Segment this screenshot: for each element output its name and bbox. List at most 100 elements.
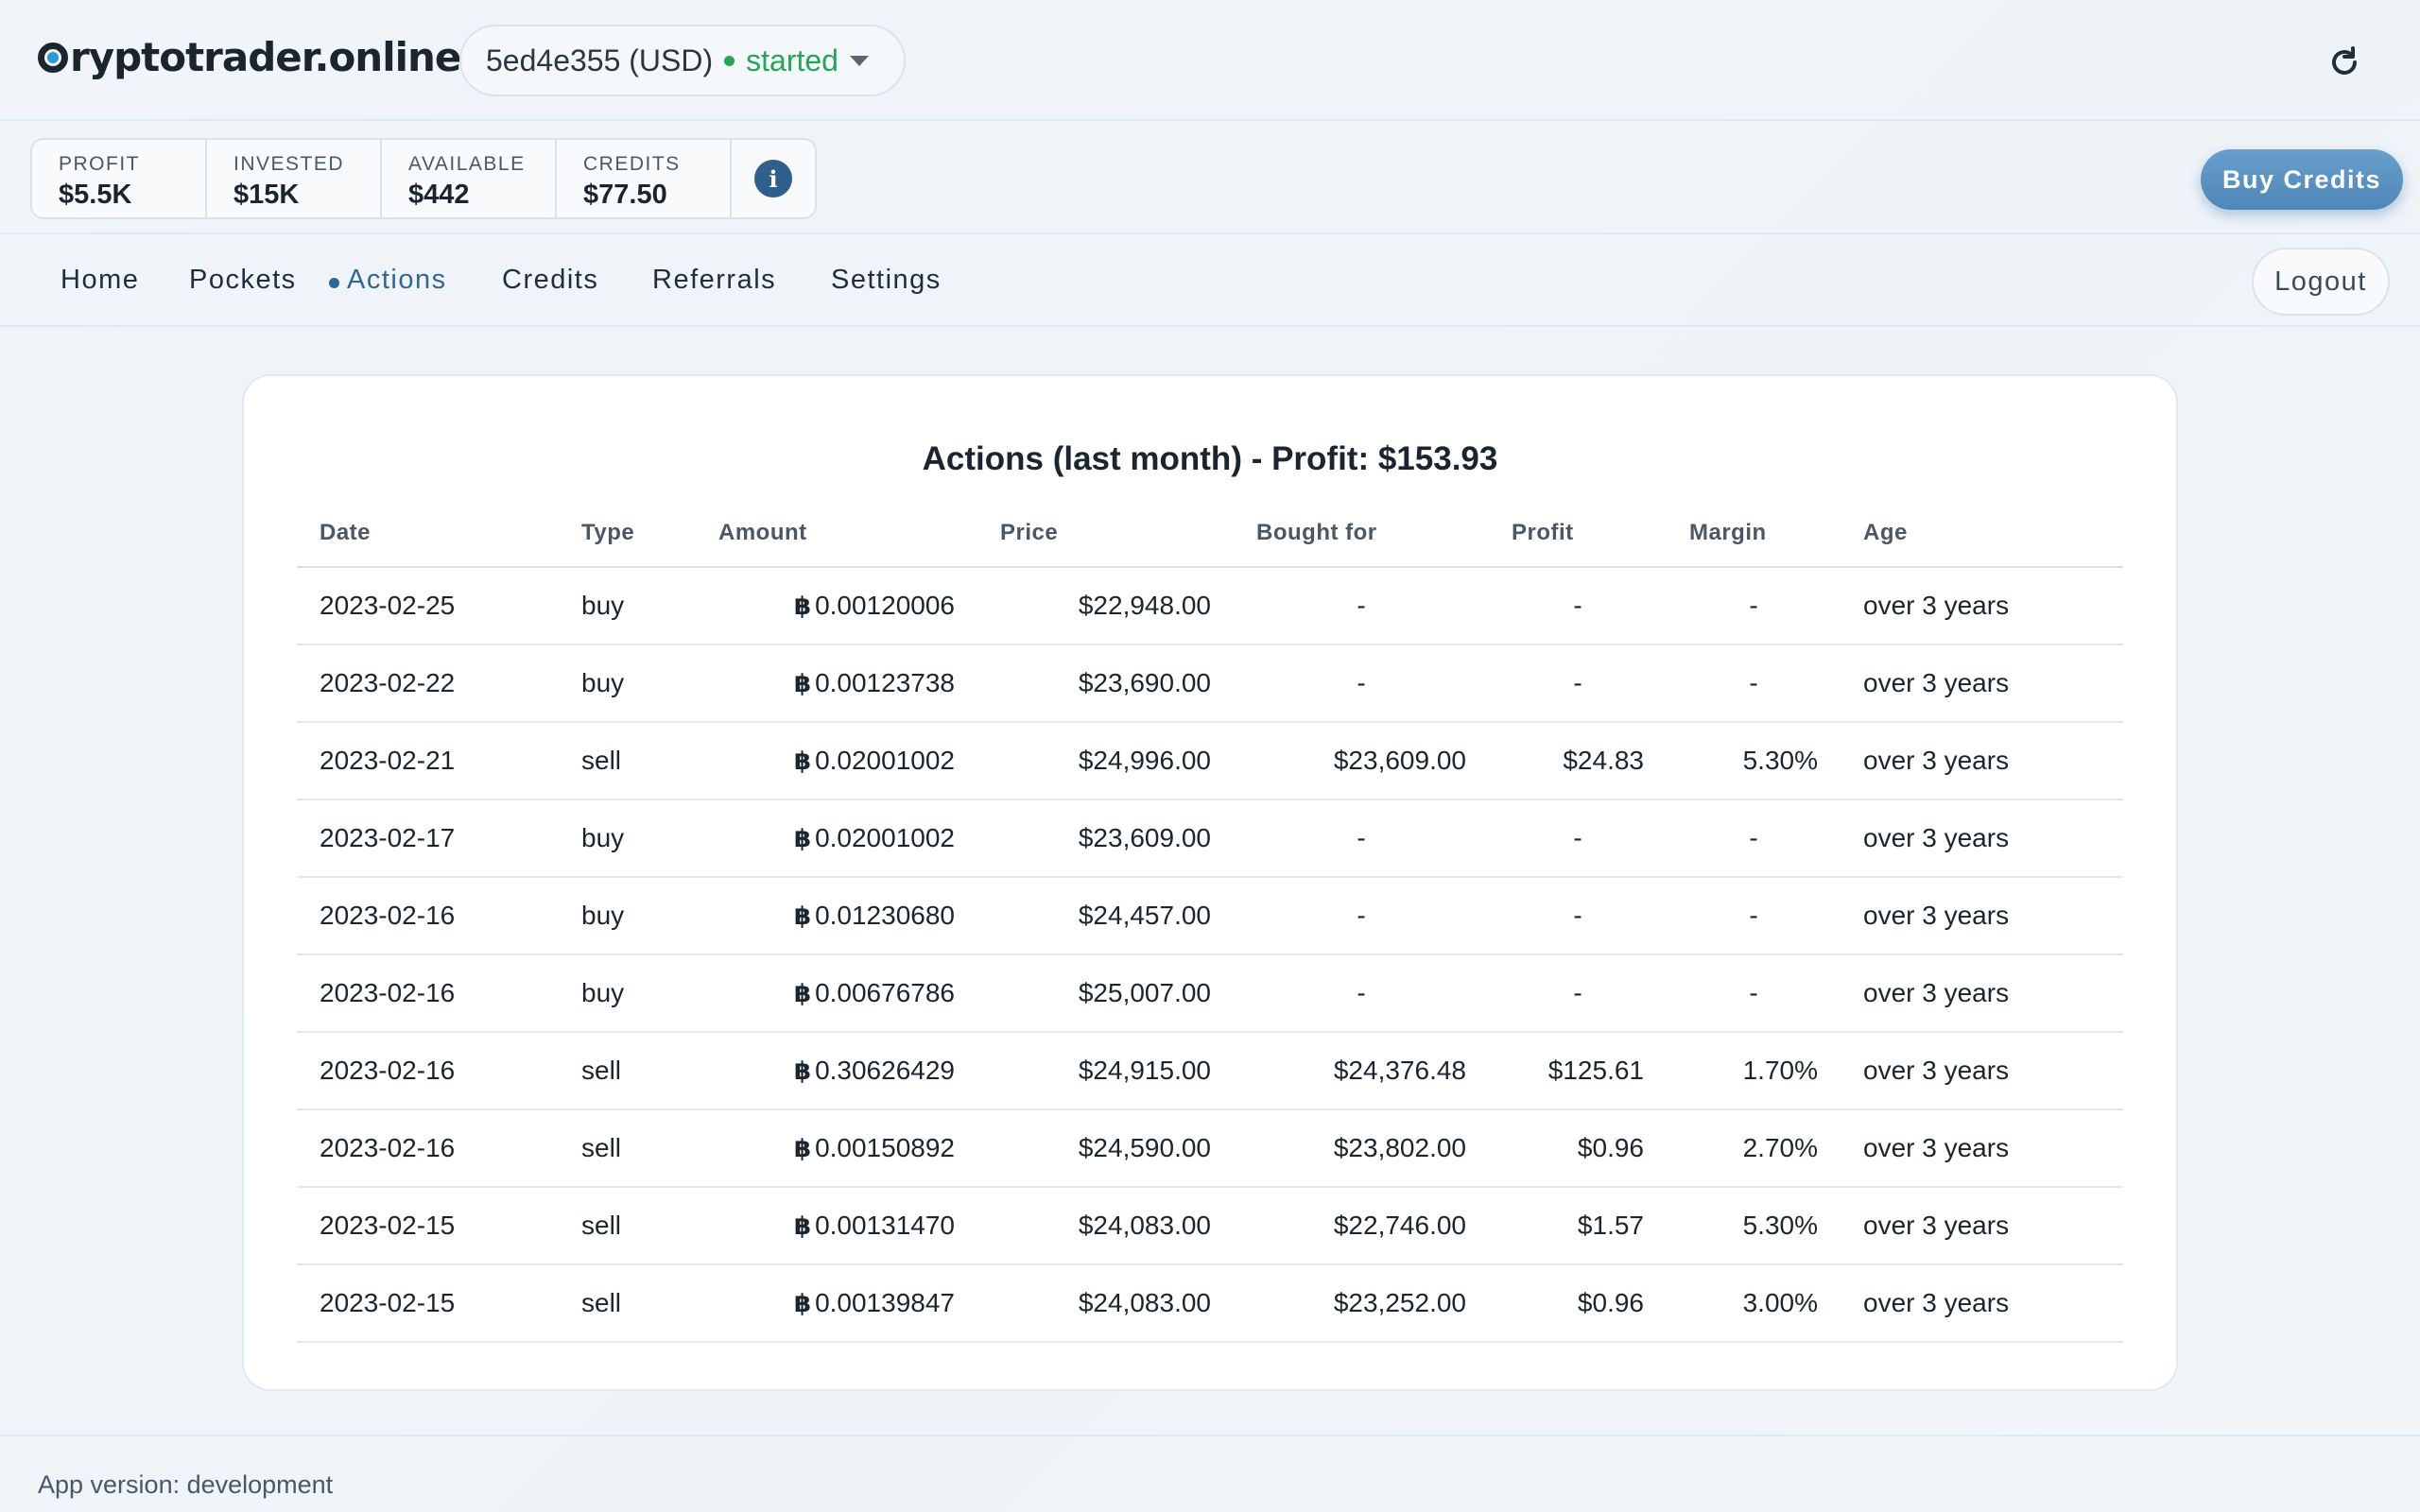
amount-value: 0.00123738 bbox=[815, 668, 955, 697]
cell-margin: 1.70% bbox=[1667, 1032, 1841, 1110]
cell-age: over 3 years bbox=[1841, 954, 2123, 1033]
nav-item-actions[interactable]: Actions bbox=[347, 265, 447, 295]
cell-type: sell bbox=[559, 1032, 696, 1110]
buy-credits-button[interactable]: Buy Credits bbox=[2201, 149, 2403, 210]
bitcoin-icon: ฿ bbox=[793, 1135, 812, 1163]
amount-value: 0.00139847 bbox=[815, 1288, 955, 1317]
nav-item-credits[interactable]: Credits bbox=[502, 265, 599, 295]
pocket-selector[interactable]: 5ed4e355 (USD) started bbox=[459, 25, 906, 96]
column-header-amount[interactable]: Amount bbox=[696, 499, 977, 568]
cell-price: $24,590.00 bbox=[977, 1109, 1234, 1188]
pocket-status: started bbox=[746, 43, 838, 77]
cell-price: $24,915.00 bbox=[977, 1032, 1234, 1110]
column-header-margin[interactable]: Margin bbox=[1667, 499, 1841, 568]
bitcoin-icon: ฿ bbox=[793, 670, 812, 698]
bitcoin-icon: ฿ bbox=[793, 902, 812, 931]
table-row: 2023-02-16 sell ฿ 0.00150892 $24,590.00 $23,8… bbox=[297, 1109, 2123, 1188]
cell-margin: 2.70% bbox=[1667, 1109, 1841, 1188]
column-header-bought-for[interactable]: Bought for bbox=[1234, 499, 1489, 568]
cell-type: sell bbox=[559, 1264, 696, 1343]
cell-amount: ฿ 0.02001002 bbox=[696, 799, 977, 878]
nav-item-referrals[interactable]: Referrals bbox=[652, 265, 777, 295]
cell-amount: ฿ 0.00676786 bbox=[696, 954, 977, 1033]
cell-price: $24,996.00 bbox=[977, 722, 1234, 800]
cell-date: 2023-02-16 bbox=[297, 877, 559, 955]
column-header-date[interactable]: Date bbox=[297, 499, 559, 568]
actions-title: Actions (last month) - Profit: $153.93 bbox=[922, 440, 1498, 477]
bitcoin-icon: ฿ bbox=[793, 747, 812, 776]
amount-value: 0.01230680 bbox=[815, 901, 955, 930]
cell-type: buy bbox=[559, 799, 696, 878]
cell-bought-for: - bbox=[1234, 799, 1489, 878]
cell-amount: ฿ 0.00123738 bbox=[696, 644, 977, 723]
cell-bought-for: $23,252.00 bbox=[1234, 1264, 1489, 1343]
stat-available: AVAILABLE $442 bbox=[382, 140, 557, 217]
cell-amount: ฿ 0.00150892 bbox=[696, 1109, 977, 1188]
info-button[interactable]: i bbox=[732, 140, 815, 217]
cell-amount: ฿ 0.01230680 bbox=[696, 877, 977, 955]
nav-item-pockets[interactable]: Pockets bbox=[189, 265, 297, 295]
stat-label: PROFIT bbox=[59, 153, 140, 175]
cell-profit: - bbox=[1489, 954, 1667, 1033]
actions-card: Actions (last month) - Profit: $153.93 D… bbox=[242, 374, 2178, 1391]
cell-margin: - bbox=[1667, 877, 1841, 955]
cell-bought-for: $23,609.00 bbox=[1234, 722, 1489, 800]
cell-margin: - bbox=[1667, 567, 1841, 645]
cell-age: over 3 years bbox=[1841, 567, 2123, 645]
stat-label: INVESTED bbox=[233, 153, 345, 175]
cell-margin: 5.30% bbox=[1667, 722, 1841, 800]
table-row: 2023-02-15 sell ฿ 0.00139847 $24,083.00 $23,2… bbox=[297, 1264, 2123, 1343]
cell-price: $24,457.00 bbox=[977, 877, 1234, 955]
nav-item-settings[interactable]: Settings bbox=[831, 265, 942, 295]
bitcoin-icon: ฿ bbox=[793, 980, 812, 1008]
app-logo[interactable]: ryptotrader.online bbox=[38, 34, 461, 80]
bitcoin-icon: ฿ bbox=[793, 1290, 812, 1318]
cell-date: 2023-02-21 bbox=[297, 722, 559, 800]
table-row: 2023-02-21 sell ฿ 0.02001002 $24,996.00 $23,6… bbox=[297, 722, 2123, 800]
cell-bought-for: $24,376.48 bbox=[1234, 1032, 1489, 1110]
column-header-profit[interactable]: Profit bbox=[1489, 499, 1667, 568]
stat-value: $5.5K bbox=[59, 180, 132, 210]
logout-button[interactable]: Logout bbox=[2252, 248, 2390, 316]
cell-profit: - bbox=[1489, 567, 1667, 645]
cell-age: over 3 years bbox=[1841, 799, 2123, 878]
cell-bought-for: $22,746.00 bbox=[1234, 1187, 1489, 1265]
amount-value: 0.00676786 bbox=[815, 978, 955, 1007]
stat-label: AVAILABLE bbox=[408, 153, 526, 175]
nav-item-home[interactable]: Home bbox=[60, 265, 140, 295]
cell-age: over 3 years bbox=[1841, 644, 2123, 723]
stat-value: $77.50 bbox=[583, 180, 667, 210]
column-header-type[interactable]: Type bbox=[559, 499, 696, 568]
active-indicator-icon bbox=[329, 278, 339, 288]
cell-price: $22,948.00 bbox=[977, 567, 1234, 645]
stat-profit: PROFIT $5.5K bbox=[32, 140, 207, 217]
refresh-button[interactable] bbox=[2320, 38, 2369, 87]
amount-value: 0.30626429 bbox=[815, 1056, 955, 1085]
column-header-price[interactable]: Price bbox=[977, 499, 1234, 568]
cell-margin: - bbox=[1667, 799, 1841, 878]
app-header: ryptotrader.online 5ed4e355 (USD) starte… bbox=[0, 0, 2420, 121]
cell-profit: $0.96 bbox=[1489, 1109, 1667, 1188]
cell-type: sell bbox=[559, 1109, 696, 1188]
cell-type: sell bbox=[559, 1187, 696, 1265]
cell-price: $23,690.00 bbox=[977, 644, 1234, 723]
stat-label: CREDITS bbox=[583, 153, 681, 175]
account-stats: PROFIT $5.5K INVESTED $15K AVAILABLE $44… bbox=[30, 138, 817, 219]
main-nav: Home Pockets Actions Credits Referrals S… bbox=[0, 236, 2420, 327]
table-row: 2023-02-15 sell ฿ 0.00131470 $24,083.00 $22,7… bbox=[297, 1187, 2123, 1265]
cell-price: $25,007.00 bbox=[977, 954, 1234, 1033]
column-header-age[interactable]: Age bbox=[1841, 499, 2123, 568]
amount-value: 0.02001002 bbox=[815, 823, 955, 852]
cell-date: 2023-02-22 bbox=[297, 644, 559, 723]
cryptotrader-logo-icon bbox=[38, 42, 68, 73]
cell-date: 2023-02-16 bbox=[297, 1109, 559, 1188]
cell-amount: ฿ 0.00120006 bbox=[696, 567, 977, 645]
cell-date: 2023-02-16 bbox=[297, 954, 559, 1033]
stat-value: $15K bbox=[233, 180, 300, 210]
cell-profit: - bbox=[1489, 799, 1667, 878]
cell-profit: - bbox=[1489, 877, 1667, 955]
cell-type: buy bbox=[559, 954, 696, 1033]
cell-profit: $1.57 bbox=[1489, 1187, 1667, 1265]
cell-amount: ฿ 0.00139847 bbox=[696, 1264, 977, 1343]
cell-type: buy bbox=[559, 877, 696, 955]
